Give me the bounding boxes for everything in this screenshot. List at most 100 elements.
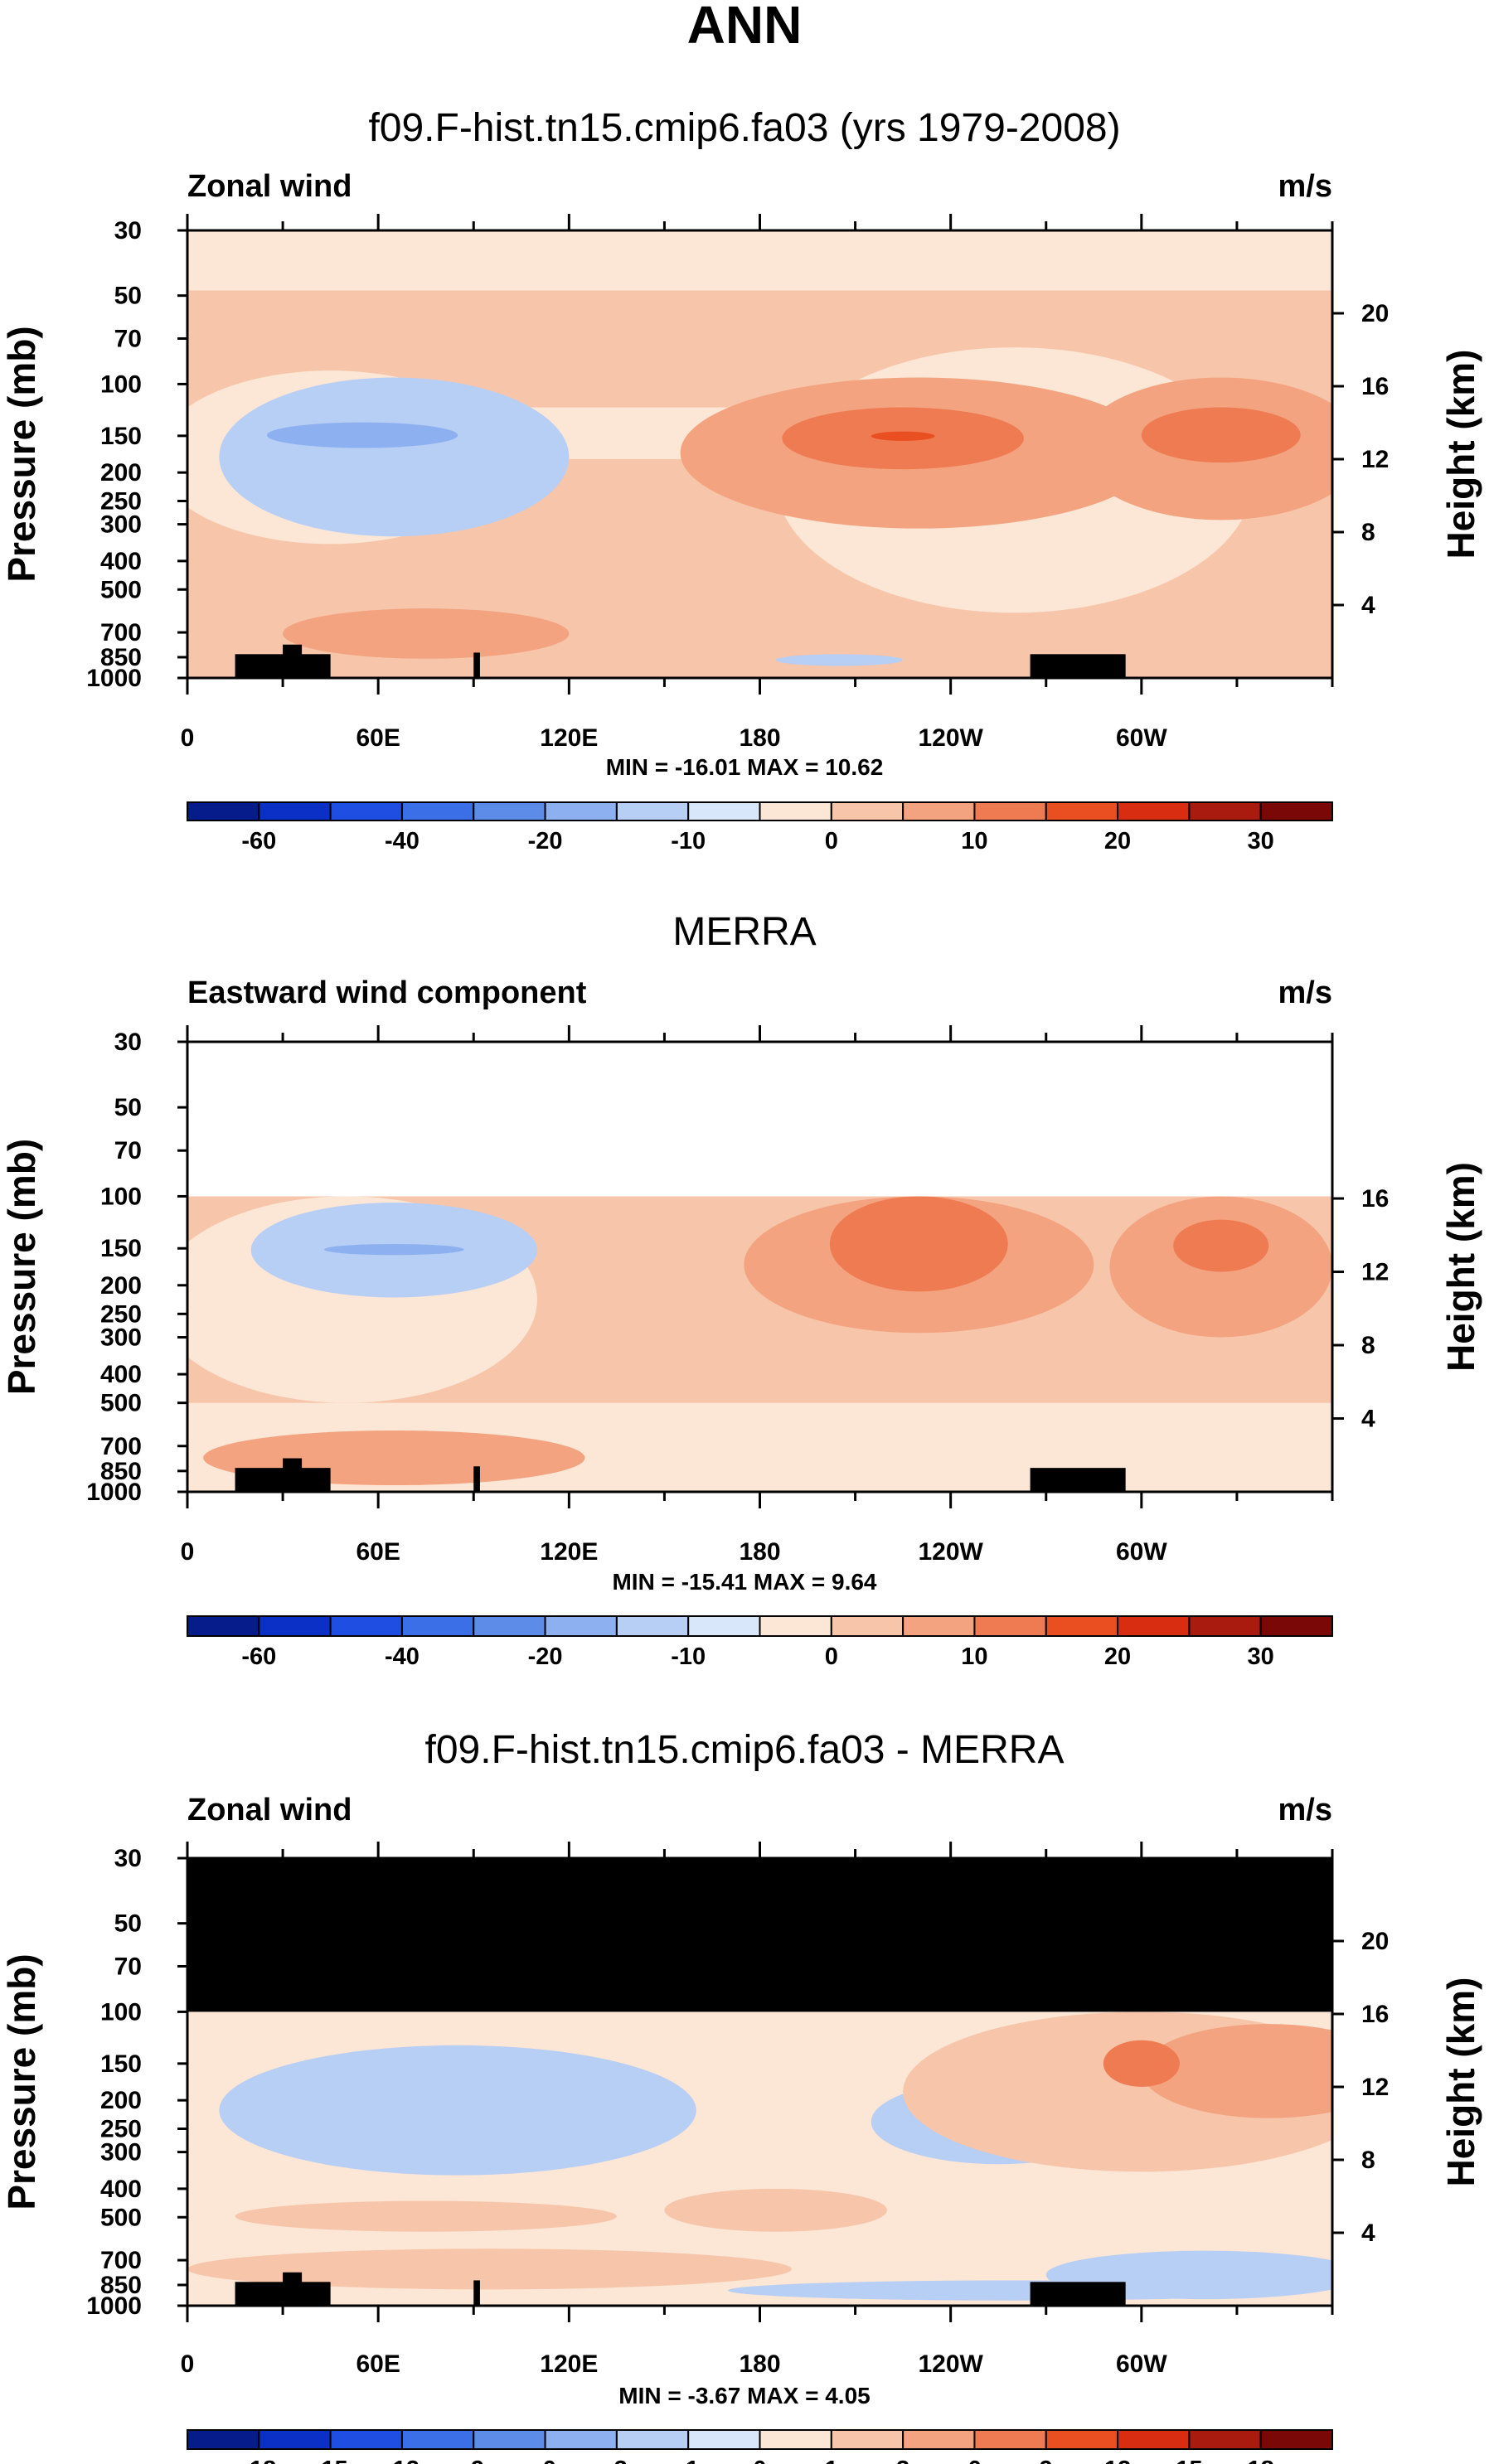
contour-region — [664, 2188, 887, 2232]
colorbar-label: 20 — [1104, 1643, 1131, 1670]
colorbar-swatch — [830, 2429, 905, 2450]
colorbar-label: -15 — [313, 2457, 348, 2464]
x-tick-label: 0 — [181, 724, 195, 752]
y-tick-label: 200 — [100, 459, 142, 487]
colorbar-swatch — [1188, 2429, 1262, 2450]
colorbar-swatch — [187, 2429, 260, 2450]
y-tick-label: 500 — [100, 2204, 142, 2231]
colorbar-swatch — [544, 801, 618, 821]
y-tick-label: 250 — [100, 2116, 142, 2143]
y-tick-label: 1000 — [86, 665, 142, 692]
y-tick-label: 150 — [100, 423, 142, 450]
contour-region — [775, 654, 904, 666]
colorbar-swatch — [258, 2429, 332, 2450]
colorbar-label: -40 — [385, 828, 420, 854]
colorbar-swatch — [830, 1615, 905, 1637]
contour-region — [829, 1196, 1008, 1292]
colorbar-label: -20 — [528, 1643, 563, 1670]
panel-3: f09.F-hist.tn15.cmip6.fa03 - MERRA Zonal … — [0, 1728, 1482, 2464]
colorbar-label: -3 — [606, 2457, 628, 2464]
contour-region — [871, 431, 935, 441]
panel-1: f09.F-hist.tn15.cmip6.fa03 (yrs 1979-200… — [0, 106, 1482, 854]
x-tick-label: 180 — [739, 1538, 780, 1566]
topography — [473, 652, 480, 678]
x-tick-label: 180 — [739, 724, 780, 752]
topography — [235, 1468, 331, 1492]
contour-region — [1141, 407, 1301, 463]
y-tick-label: 700 — [100, 619, 142, 646]
x-tick-label: 60E — [356, 1538, 400, 1566]
contour-region — [1103, 2040, 1180, 2087]
x-axis: 0 60E 120E 180 120W 60W — [181, 1842, 1334, 2378]
colorbar-swatch — [329, 801, 403, 821]
colorbar-label: -10 — [671, 1643, 706, 1670]
colorbar: -60 -40 -20 -10 0 10 20 30 — [187, 801, 1333, 854]
y-tick-label: 150 — [100, 1235, 142, 1262]
y-tick-label: 500 — [100, 576, 142, 603]
contour-region — [235, 2200, 617, 2232]
x-axis: 0 60E 120E 180 120W 60W — [181, 214, 1334, 752]
colorbar-label: -60 — [241, 1643, 276, 1670]
colorbar-swatch — [1045, 2429, 1119, 2450]
colorbar-swatch — [615, 1615, 690, 1637]
y-axis-label: Pressure (mb) — [0, 1953, 43, 2210]
topography — [1030, 654, 1126, 678]
colorbar-swatch — [687, 1615, 761, 1637]
y-tick-label: 200 — [100, 2087, 142, 2114]
colorbar-swatch — [1117, 2429, 1191, 2450]
topography — [473, 2280, 480, 2306]
colorbar-label: -12 — [385, 2457, 420, 2464]
y-tick-label: 400 — [100, 2176, 142, 2203]
y-tick-label: 50 — [114, 1910, 142, 1938]
contour-region — [219, 2045, 696, 2176]
height-tick-label: 12 — [1361, 446, 1389, 473]
x-tick-label: 0 — [181, 2350, 195, 2378]
height-axis: 20 16 12 8 4 Height (km) — [1332, 1928, 1482, 2247]
figure-title: ANN — [687, 0, 803, 55]
missing-data-region — [187, 1042, 1332, 1197]
colorbar-swatch — [329, 1615, 403, 1637]
height-axis-label: Height (km) — [1439, 1162, 1482, 1372]
colorbar-label: -60 — [241, 828, 276, 854]
colorbar-label: -10 — [671, 828, 706, 854]
colorbar-swatch — [902, 801, 976, 821]
min-max-stats: MIN = -16.01 MAX = 10.62 — [606, 754, 884, 780]
colorbar-swatch — [400, 2429, 475, 2450]
x-tick-label: 120E — [540, 2350, 598, 2378]
height-tick-label: 8 — [1361, 2147, 1375, 2174]
colorbar-swatch — [1045, 801, 1119, 821]
colorbar-swatch — [473, 2429, 546, 2450]
colorbar-swatch — [759, 1615, 832, 1637]
y-tick-label: 250 — [100, 1300, 142, 1328]
x-tick-label: 60E — [356, 2350, 400, 2378]
panel-title: f09.F-hist.tn15.cmip6.fa03 - MERRA — [425, 1728, 1065, 1772]
contour-region — [266, 422, 458, 448]
colorbar-swatch — [973, 1615, 1047, 1637]
contour-region — [1173, 1219, 1269, 1272]
x-tick-label: 120W — [918, 2350, 983, 2378]
colorbar-swatch — [687, 801, 761, 821]
y-axis-label: Pressure (mb) — [0, 1139, 43, 1395]
y-tick-label: 300 — [100, 511, 142, 539]
contour-region — [187, 230, 1332, 291]
height-tick-label: 8 — [1361, 519, 1375, 546]
y-tick-label: 850 — [100, 2272, 142, 2299]
colorbar-swatch — [687, 2429, 761, 2450]
colorbar: -18 -15 -12 -9 -6 -3 -1 0 1 3 6 9 12 15 18 — [187, 2429, 1333, 2464]
y-axis-label: Pressure (mb) — [0, 326, 43, 582]
colorbar-swatch — [258, 801, 332, 821]
topography — [235, 2282, 331, 2306]
height-tick-label: 16 — [1361, 2001, 1389, 2028]
x-tick-label: 120W — [918, 724, 983, 752]
panel-title: f09.F-hist.tn15.cmip6.fa03 (yrs 1979-200… — [368, 106, 1120, 150]
colorbar-swatch — [1259, 1615, 1333, 1637]
height-axis: 16 12 8 4 Height (km) — [1332, 1162, 1482, 1433]
contour-region — [323, 1243, 464, 1256]
x-tick-label: 60W — [1116, 2350, 1167, 2378]
y-tick-label: 300 — [100, 2139, 142, 2166]
y-tick-label: 400 — [100, 548, 142, 575]
units-label: m/s — [1278, 975, 1332, 1010]
height-axis-label: Height (km) — [1439, 1977, 1482, 2187]
